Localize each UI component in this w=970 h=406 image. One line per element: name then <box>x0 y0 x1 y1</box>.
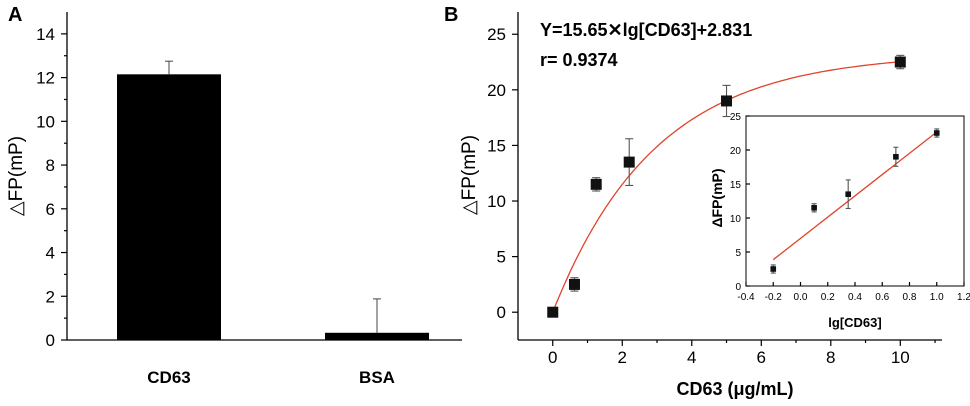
inset-y-ticks: 0 5 10 15 20 25 <box>730 112 750 293</box>
panel-b-data-point-1 <box>568 278 580 290</box>
panel-b-y-tick-label: 15 <box>487 136 506 155</box>
panel-a-y-tick-label: 10 <box>36 112 55 131</box>
panel-b-data-point-5 <box>894 56 906 68</box>
bar-cd63 <box>117 74 221 340</box>
inset-y-tick-label: 15 <box>730 180 742 191</box>
panel-b-inset: 0 5 10 15 20 25 -0.4 -0.2 0.0 0.2 0.4 0.6 0.8 1.0 1.2… <box>709 112 970 330</box>
panel-b-x-tick-label: 10 <box>891 348 910 367</box>
panel-b-equation: Y=15.65✕lg[CD63]+2.831 <box>540 20 752 40</box>
inset-y-tick-label: 20 <box>730 146 742 157</box>
panel-a-y-tick-label: 8 <box>46 156 55 175</box>
panel-b-y-tick-label: 20 <box>487 81 506 100</box>
inset-x-ticks: -0.4 -0.2 0.0 0.2 0.4 0.6 0.8 1.0 1.2 <box>737 282 970 303</box>
panel-a-y-tick-label: 0 <box>46 331 55 350</box>
panel-b-points <box>547 54 906 318</box>
panel-a-y-tick-label: 6 <box>46 200 55 219</box>
bar-bsa <box>325 332 429 340</box>
panel-a-y-tick-label: 2 <box>46 287 55 306</box>
inset-frame <box>745 115 965 287</box>
inset-data-point-2 <box>845 191 851 197</box>
panel-a-y-tick-label: 12 <box>36 69 55 88</box>
inset-x-tick-label: 0.0 <box>794 292 808 303</box>
panel-b-x-tick-label: 8 <box>826 348 835 367</box>
panel-b: B 0 5 10 15 20 25 0 2 4 6 8 10 Y=15.65✕lg[CD63]+2.… <box>444 4 942 399</box>
inset-x-tick-label: 0.2 <box>821 292 835 303</box>
panel-a-x-labels: CD63 BSA <box>147 368 395 387</box>
panel-b-x-tick-label: 4 <box>687 348 696 367</box>
panel-b-y-tick-label: 10 <box>487 192 506 211</box>
inset-data-point-4 <box>933 130 940 136</box>
inset-x-axis-title: lg[CD63] <box>828 315 881 330</box>
panel-a-y-axis-title: △FP(mP) <box>6 136 27 216</box>
inset-y-axis-title: ΔFP(mP) <box>709 168 725 227</box>
panel-b-data-point-3 <box>623 156 635 168</box>
panel-a-y-tick-label: 4 <box>46 244 55 263</box>
panel-a: A 0 2 4 6 8 10 12 14 CD63 BSA △FP(mP) <box>6 4 462 387</box>
panel-a-y-tick-label: 14 <box>36 25 55 44</box>
panel-b-y-axis-title: △FP(mP) <box>459 135 480 215</box>
panel-a-label: A <box>8 4 22 26</box>
inset-x-tick-label: -0.4 <box>737 292 755 303</box>
inset-y-tick-label: 25 <box>730 112 742 123</box>
panel-b-x-tick-label: 6 <box>757 348 766 367</box>
panel-b-x-tick-label: 2 <box>618 348 627 367</box>
inset-y-tick-label: 0 <box>735 282 741 293</box>
panel-a-y-ticks: 0 2 4 6 8 10 12 14 <box>36 25 67 350</box>
panel-b-y-tick-label: 5 <box>497 248 506 267</box>
panel-a-category-label: CD63 <box>147 368 190 387</box>
inset-x-tick-label: 0.8 <box>903 292 917 303</box>
inset-x-tick-label: 1.2 <box>957 292 970 303</box>
inset-x-tick-label: 0.6 <box>875 292 889 303</box>
panel-b-y-ticks: 0 5 10 15 20 25 <box>487 25 518 322</box>
inset-y-tick-label: 5 <box>735 248 741 259</box>
inset-x-tick-label: 1.0 <box>930 292 944 303</box>
panel-b-y-tick-label: 0 <box>497 303 506 322</box>
panel-b-x-axis-title: CD63 (μg/mL) <box>676 379 793 399</box>
inset-y-tick-label: 10 <box>730 214 742 225</box>
panel-b-label: B <box>444 4 458 26</box>
panel-a-category-label: BSA <box>359 368 395 387</box>
panel-b-x-ticks: 0 2 4 6 8 10 <box>548 340 936 367</box>
panel-b-data-point-0 <box>547 306 559 318</box>
panel-b-y-tick-label: 25 <box>487 25 506 44</box>
inset-x-tick-label: -0.2 <box>765 292 783 303</box>
inset-fit-line <box>772 131 938 261</box>
inset-data-point-1 <box>811 205 817 211</box>
panel-b-data-point-4 <box>721 95 733 107</box>
inset-data-point-0 <box>770 266 777 272</box>
panel-b-data-point-2 <box>590 178 602 190</box>
panel-a-bars <box>117 60 429 340</box>
panel-b-x-tick-label: 0 <box>548 348 557 367</box>
inset-x-tick-label: 0.4 <box>848 292 862 303</box>
panel-b-r-value: r= 0.9374 <box>540 50 618 70</box>
inset-data-point-3 <box>893 154 899 160</box>
inset-points <box>770 128 940 274</box>
